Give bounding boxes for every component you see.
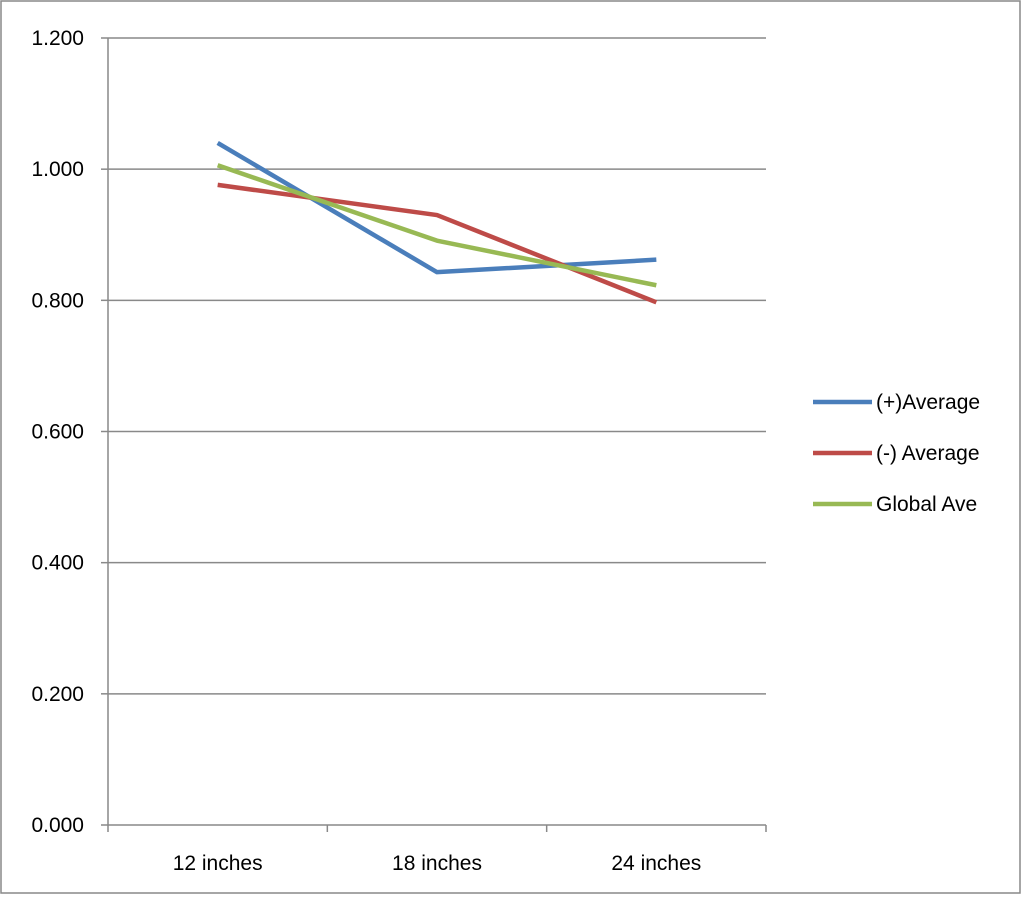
legend: (+)Average (-) Average Global Ave xyxy=(813,391,980,516)
legend-label-2: Global Ave xyxy=(876,493,977,516)
x-tick-label: 12 inches xyxy=(173,852,263,875)
axes xyxy=(101,37,767,832)
y-tick-label: 0.400 xyxy=(31,552,84,575)
x-tick-label: 24 inches xyxy=(611,852,701,875)
y-tick-label: 0.200 xyxy=(31,683,84,706)
plot-series xyxy=(216,140,658,305)
y-tick-label: 1.200 xyxy=(31,27,84,50)
legend-label-0: (+)Average xyxy=(876,391,980,414)
y-axis-tick-labels: 0.000 0.200 0.400 0.600 0.800 1.000 1.200 xyxy=(31,27,84,837)
series-line-2 xyxy=(216,163,657,288)
series-line-1 xyxy=(217,182,658,305)
y-tick-label: 0.600 xyxy=(31,421,84,444)
y-tick-label: 0.800 xyxy=(31,289,84,312)
x-axis-tick-labels: 12 inches 18 inches 24 inches xyxy=(173,852,702,875)
gridlines xyxy=(108,37,766,695)
series-line-0 xyxy=(216,140,657,275)
legend-label-1: (-) Average xyxy=(876,442,980,465)
y-tick-label: 0.000 xyxy=(31,814,84,837)
x-tick-label: 18 inches xyxy=(392,852,482,875)
y-tick-label: 1.000 xyxy=(31,158,84,181)
